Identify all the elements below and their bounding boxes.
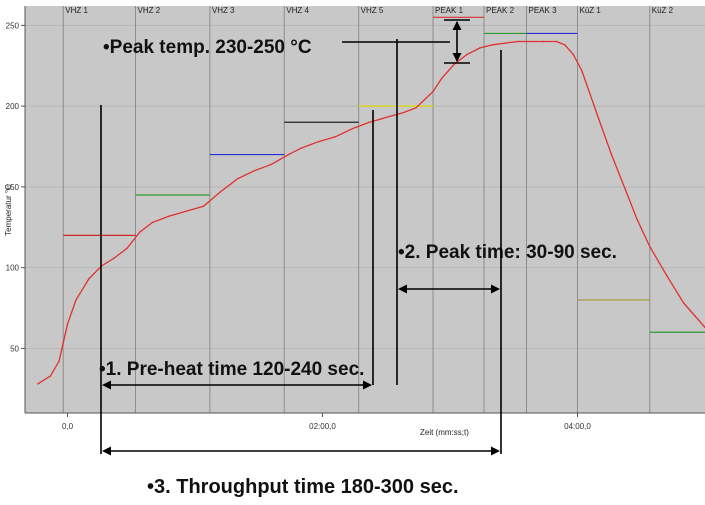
temperature-curve-point [683, 302, 685, 304]
y-tick-label: 150 [6, 183, 20, 192]
temperature-curve-point [287, 153, 290, 156]
temperature-curve-point [219, 191, 222, 193]
preheat-time-annotation: •1. Pre-heat time 120-240 sec. [99, 359, 364, 380]
y-tick-label: 200 [6, 102, 20, 111]
throughput-arrow-right [491, 446, 500, 456]
zone-label: VHZ 4 [286, 6, 309, 15]
temperature-curve-point [423, 99, 426, 101]
zone-label: PEAK 3 [529, 6, 558, 15]
zone-label: KüZ 1 [580, 6, 602, 15]
temperature-curve-point [151, 221, 154, 224]
temperature-curve-point [139, 231, 141, 233]
temperature-curve-point [479, 47, 481, 49]
temperature-curve-point [581, 69, 583, 72]
temperature-curve-point [530, 40, 532, 43]
temperature-curve-point [66, 323, 69, 325]
throughput-arrow-left [102, 446, 111, 456]
peak-time-arrow-left [398, 284, 407, 294]
zone-label: VHZ 2 [138, 6, 161, 15]
temperature-curve-point [649, 245, 651, 248]
x-tick-label: 02:00,0 [309, 422, 336, 431]
zone-label: PEAK 2 [486, 6, 515, 15]
temperature-curve-point [555, 40, 557, 43]
temperature-curve-point [432, 90, 434, 93]
temperature-curve-point [113, 257, 116, 259]
temperature-curve-point [610, 153, 613, 156]
temperature-curve-point [88, 278, 90, 280]
zone-label: VHZ 1 [65, 6, 88, 15]
temperature-curve-point [466, 53, 468, 56]
zone-label: VHZ 3 [212, 6, 235, 15]
temperature-curve-point [37, 383, 39, 385]
temperature-curve-point [598, 118, 600, 120]
peak-time-arrow-right [491, 284, 500, 294]
y-tick-label: 250 [6, 21, 20, 30]
temperature-curve-point [202, 205, 205, 207]
temperature-curve-point [491, 44, 494, 46]
temperature-curve-point [385, 116, 387, 119]
temperature-curve-point [368, 121, 370, 124]
preheat-arrow-left [102, 380, 111, 390]
temperature-curve-point [542, 40, 545, 43]
throughput-time-annotation: •3. Throughput time 180-300 sec. [147, 476, 459, 498]
temperature-curve-point [589, 94, 591, 96]
plot-background [25, 6, 705, 413]
temperature-curve-point [517, 40, 519, 43]
temperature-curve-point [58, 360, 60, 362]
temperature-curve-point [666, 275, 668, 277]
temperature-curve-point [317, 141, 319, 143]
temperature-curve-point [49, 375, 52, 377]
temperature-curve-point [334, 136, 336, 138]
temperature-curve-point [185, 210, 188, 212]
temperature-curve-point [126, 247, 128, 249]
temperature-curve-point [351, 128, 353, 130]
temperature-curve-point [270, 163, 273, 165]
temperature-curve-point [402, 111, 404, 114]
x-tick-label: 04:00,0 [564, 422, 591, 431]
preheat-arrow-right [363, 380, 372, 390]
temperature-curve-point [623, 186, 625, 188]
zone-label: VHZ 5 [361, 6, 384, 15]
y-tick-label: 100 [6, 264, 20, 273]
temperature-curve-point [253, 170, 256, 172]
y-tick-label: 50 [10, 344, 19, 353]
peak-time-annotation: •2. Peak time: 30-90 sec. [398, 242, 617, 263]
temperature-curve-point [440, 78, 443, 80]
x-tick-label: 0,0 [62, 422, 74, 431]
y-axis-title: Temperatur °C [4, 184, 13, 236]
temperature-curve-point [564, 44, 566, 46]
temperature-curve-point [168, 215, 171, 217]
temperature-curve-point [236, 178, 239, 180]
x-axis-title: Zeit (mm:ss;t) [420, 428, 469, 437]
temperature-curve-point [75, 299, 77, 301]
zone-label: KüZ 2 [652, 6, 674, 15]
temperature-curve-point [415, 107, 417, 109]
peak-temp-arrow-down [452, 53, 462, 62]
temperature-curve-point [636, 218, 638, 220]
temperature-curve-point [300, 147, 302, 149]
peak-temp-arrow-up [452, 21, 462, 30]
temperature-curve-point [504, 42, 506, 44]
temperature-curve-point [572, 53, 574, 56]
peak-temp-annotation: •Peak temp. 230-250 °C [103, 37, 312, 58]
zone-label: PEAK 1 [435, 6, 464, 15]
